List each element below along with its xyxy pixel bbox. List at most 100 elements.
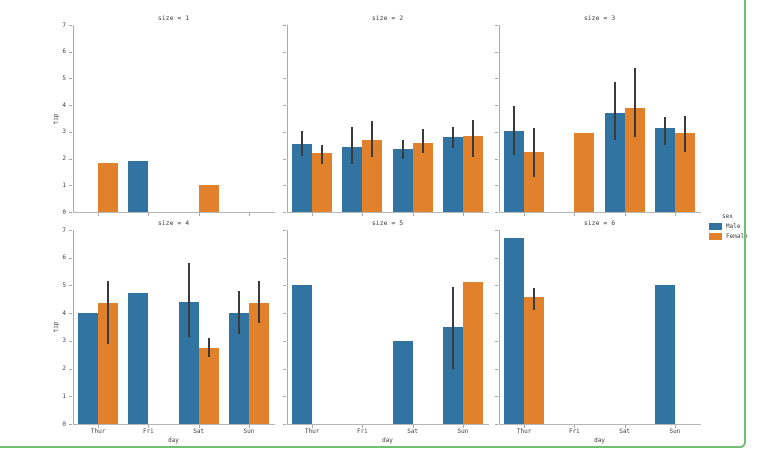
legend-item-label: Female [726,232,748,240]
y-axis-label: tip [52,113,60,124]
y-axis-label: tip [52,321,60,333]
bar-male-fri [342,146,363,212]
error-bar [207,338,210,357]
error-bar [633,67,636,138]
error-bar [237,290,240,334]
x-tick-label: Thur [516,428,532,435]
bar-female-fri [574,133,595,212]
female-color-swatch-icon [709,232,722,240]
legend-item-female: Female [707,231,748,241]
error-bar [513,106,516,155]
bar-female-thur [524,151,545,212]
x-tick [362,213,364,216]
y-tick-label: 3 [62,337,66,345]
y-tick [495,230,498,231]
y-tick [283,105,286,107]
x-tick [574,425,576,428]
x-tick [198,213,200,216]
y-tick [495,105,498,107]
bar-female-sun [462,135,483,212]
y-tick [283,51,286,53]
y-tick [283,185,286,187]
bar-male-sat [392,340,413,424]
y-tick [495,25,498,26]
y-tick [495,257,498,259]
y-tick [69,185,72,187]
error-bar [351,126,354,164]
bar-male-thur [78,313,99,424]
y-tick-label: 3 [62,128,66,136]
y-tick [283,257,286,259]
y-tick [69,340,72,342]
bar-male-sun [654,127,675,212]
error-bar [533,288,536,311]
bar-male-fri [128,292,149,424]
facet-title: size = 2 [371,14,404,22]
y-tick [69,158,72,160]
y-tick [69,257,72,259]
y-tick [283,158,286,160]
bar-male-sat [392,149,413,212]
x-tick-label: Sat [407,428,419,435]
error-bar [471,119,474,158]
x-tick [148,425,150,428]
male-color-swatch-icon [709,222,722,230]
y-tick-label: 2 [62,365,66,373]
x-tick-label: Thur [90,428,106,435]
bar-female-sun [674,133,695,212]
bar-male-thur [292,285,313,424]
error-bar [321,145,324,164]
bar-male-sun [228,313,249,424]
bar-female-thur [98,163,119,212]
error-bar [683,115,686,152]
y-tick [69,25,72,26]
y-tick-label: 2 [62,155,66,163]
legend-item-label: Male [726,222,741,230]
error-bar [663,117,666,146]
x-tick [248,425,250,428]
bar-female-sat [198,185,219,212]
y-tick [495,424,498,425]
bar-male-sun [654,285,675,424]
y-tick [495,78,498,80]
axes [499,230,701,425]
x-axis-label: day [168,437,179,444]
bar-female-sat [198,347,219,424]
facet-title: size = 6 [583,219,616,227]
x-tick [312,213,314,216]
y-tick [283,424,286,425]
y-tick-label: 4 [62,101,66,109]
x-tick [462,425,464,428]
legend: sex Male Female [707,213,748,241]
axes [499,25,701,213]
bar-female-sat [412,142,433,212]
x-tick-label: Sun [243,428,255,435]
x-tick [674,213,676,216]
bar-female-thur [98,302,119,424]
y-tick [283,78,286,80]
x-tick [312,425,314,428]
y-tick [495,185,498,187]
axes [287,230,489,425]
x-tick [674,425,676,428]
y-tick [69,396,72,398]
y-tick [69,285,72,287]
x-tick-label: Thur [304,428,320,435]
bar-female-thur [312,153,333,212]
y-tick [69,51,72,53]
error-bar [187,263,190,337]
bar-female-sat [624,107,645,212]
x-axis-label: day [594,437,605,444]
x-tick [412,425,414,428]
y-tick [69,424,72,425]
x-tick [248,213,250,216]
y-tick-label: 7 [62,226,66,234]
y-tick-label: 5 [62,281,66,289]
y-tick [283,368,286,370]
x-tick [198,425,200,428]
y-tick [283,230,286,231]
error-bar [301,130,304,156]
x-tick-label: Fri [356,428,368,435]
y-tick [69,230,72,231]
